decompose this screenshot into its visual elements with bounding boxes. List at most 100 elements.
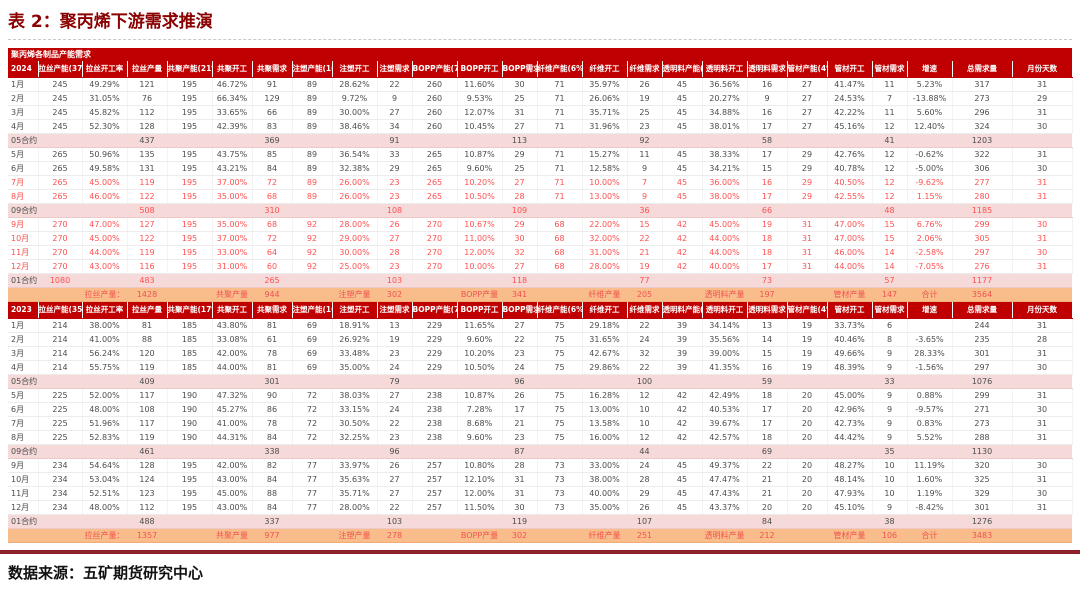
cell: 56.24% (82, 346, 128, 361)
cell: 42 (662, 416, 703, 431)
cell (292, 444, 332, 459)
cell (787, 514, 827, 529)
cell: 195 (167, 91, 213, 106)
cell: 306 (952, 161, 1013, 176)
cell (292, 203, 332, 218)
cell: 483 (127, 273, 167, 288)
cell: 20.27% (702, 91, 748, 106)
column-header: BOPP需求 (502, 61, 538, 78)
cell: 11 (872, 105, 908, 120)
cell: 29.18% (582, 318, 628, 333)
cell: 19 (377, 332, 413, 347)
cell (1012, 374, 1072, 389)
cell: 437 (127, 133, 167, 148)
cell: 185 (167, 332, 213, 347)
cell: 71 (537, 119, 583, 134)
cell: 24.53% (827, 91, 873, 106)
cell: 265 (412, 189, 458, 204)
cell: 17 (747, 119, 788, 134)
cell: 纤维产量 (582, 287, 627, 302)
table-row: 09合约 508 310 108 109 36 66 48 1185 (8, 203, 1073, 218)
cell: 23 (627, 119, 663, 134)
cell: 14 (747, 332, 788, 347)
row-label: 9月 (8, 217, 39, 232)
cell: 35.97% (582, 77, 628, 92)
cell: 33.73% (827, 318, 873, 333)
cell: 119 (502, 514, 537, 529)
cell: 30 (1012, 402, 1073, 417)
table-row: 3月 214 56.24% 120 185 42.00% 78 69 33.48% 23 229 10… (8, 346, 1073, 361)
cell: 337 (252, 514, 292, 529)
cell: 32.38% (332, 161, 378, 176)
cell: 23 (377, 189, 413, 204)
cell: 27 (377, 105, 413, 120)
cell: 29 (787, 189, 828, 204)
cell (787, 287, 827, 302)
cell: 325 (952, 472, 1013, 487)
cell: 71 (537, 77, 583, 92)
cell: 31 (502, 472, 538, 487)
cell (412, 287, 457, 302)
cell: 10 (627, 402, 663, 417)
cell: 11.65% (457, 318, 503, 333)
cell: 1276 (952, 514, 1012, 529)
cell: 30.00% (332, 105, 378, 120)
cell: 260 (412, 91, 458, 106)
row-label: 8月 (8, 189, 39, 204)
cell: 81 (252, 318, 293, 333)
cell: 77 (627, 273, 662, 288)
cell: 270 (412, 217, 458, 232)
cell: 0.83% (907, 416, 953, 431)
column-header: 共聚需求 (252, 302, 293, 319)
cell: 52.51% (82, 486, 128, 501)
cell: 10.50% (457, 360, 503, 375)
cell: 72 (252, 175, 293, 190)
cell: 27 (377, 486, 413, 501)
group-header: 聚丙烯各制品产能需求 (8, 48, 1073, 61)
cell (167, 514, 212, 529)
cell (582, 444, 627, 459)
column-header: 月份天数 (1012, 61, 1073, 78)
cell: 234 (38, 486, 83, 501)
table-row: 1月 214 38.00% 81 185 43.80% 81 69 18.91% 13 229 11.… (8, 318, 1073, 333)
cell: 20 (787, 472, 828, 487)
cell: 24 (627, 458, 663, 473)
cell: 71 (537, 161, 583, 176)
cell: 190 (167, 416, 213, 431)
cell: 72 (252, 231, 293, 246)
cell (662, 444, 702, 459)
cell: 23 (377, 175, 413, 190)
cell: 47.93% (827, 486, 873, 501)
cell (167, 287, 212, 302)
cell: 2.06% (907, 231, 953, 246)
cell: 18.91% (332, 318, 378, 333)
cell: 265 (38, 175, 83, 190)
cell: 68 (252, 217, 293, 232)
cell: 31 (1012, 430, 1073, 445)
cell: 270 (412, 245, 458, 260)
cell: 113 (502, 133, 537, 148)
cell: 296 (952, 105, 1013, 120)
cell: 40.53% (702, 402, 748, 417)
cell: 73 (537, 472, 583, 487)
cell (907, 444, 952, 459)
cell: 320 (952, 458, 1013, 473)
cell (167, 203, 212, 218)
cell: 118 (502, 273, 537, 288)
cell: 16 (747, 360, 788, 375)
column-header: 注塑需求 (377, 302, 413, 319)
cell: 共聚产量 (212, 528, 252, 543)
cell: 16 (747, 175, 788, 190)
cell (292, 287, 332, 302)
cell: 270 (412, 259, 458, 274)
cell: 拉丝产量： (82, 287, 127, 302)
column-header: 透明料产能(5%) (662, 61, 703, 78)
cell: 214 (38, 318, 83, 333)
cell: 42.76% (827, 147, 873, 162)
cell: 管材产量 (827, 528, 872, 543)
cell: 75 (537, 360, 583, 375)
cell: 92 (292, 217, 333, 232)
cell: 26 (377, 458, 413, 473)
cell: 48 (872, 203, 907, 218)
cell: 35.56% (702, 332, 748, 347)
